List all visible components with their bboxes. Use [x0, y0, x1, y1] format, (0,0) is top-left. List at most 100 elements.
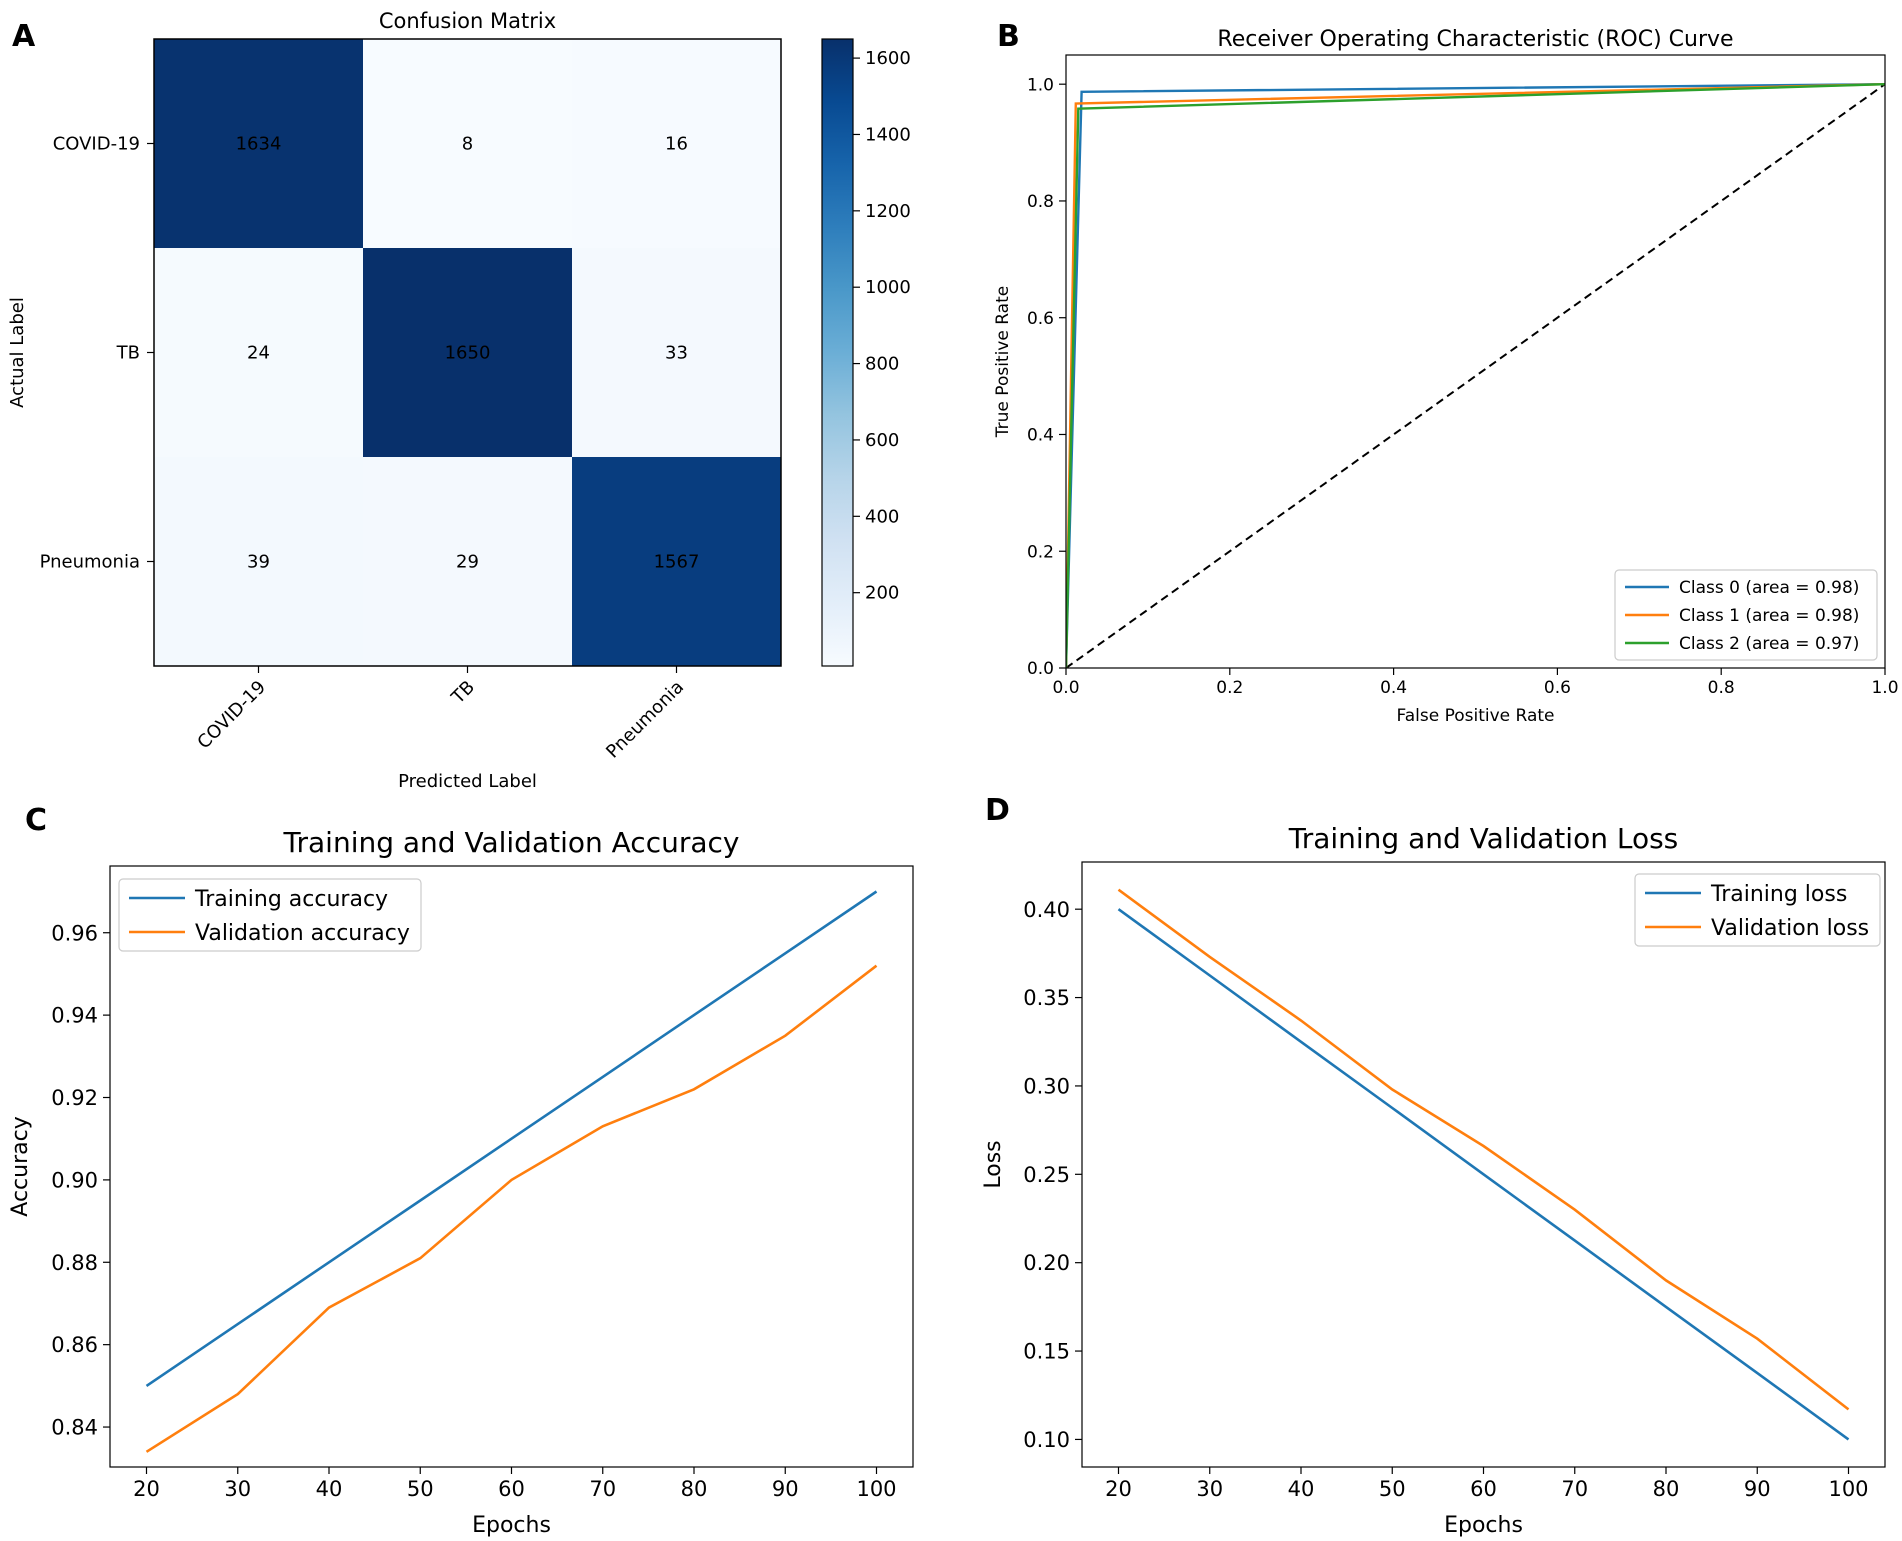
- y-tick-label: 0.84: [51, 1416, 98, 1440]
- x-tick-label: 80: [1653, 1477, 1680, 1501]
- y-tick-label: 0.88: [51, 1251, 98, 1275]
- x-tick-label: 80: [681, 1477, 708, 1501]
- x-tick-label: 40: [1288, 1477, 1315, 1501]
- y-tick-label: TB: [116, 343, 140, 364]
- roc-curve-panel: Receiver Operating Characteristic (ROC) …: [993, 27, 1899, 726]
- x-tick-label: 0.8: [1708, 678, 1735, 698]
- x-tick-label: Pneumonia: [602, 677, 688, 763]
- x-tick-label: 50: [1379, 1477, 1406, 1501]
- x-tick-label: 90: [1744, 1477, 1771, 1501]
- matrix-cell: [154, 457, 364, 667]
- panel-letter-a: A: [12, 19, 36, 54]
- y-tick-label: 0.4: [1027, 426, 1054, 446]
- matrix-cell-value: 33: [665, 343, 688, 364]
- x-tick-label: TB: [447, 677, 479, 709]
- colorbar: [821, 38, 854, 667]
- matrix-cell: [572, 457, 782, 667]
- chart-title: Receiver Operating Characteristic (ROC) …: [1217, 27, 1733, 52]
- colorbar-tick-label: 200: [865, 583, 899, 604]
- y-tick-label: COVID-19: [53, 134, 140, 155]
- x-tick-label: 70: [1561, 1477, 1588, 1501]
- y-tick-label: 0.10: [1023, 1428, 1070, 1452]
- x-tick-label: 50: [407, 1477, 434, 1501]
- colorbar-tick-label: 400: [865, 506, 899, 527]
- panel-letter-c: C: [25, 803, 47, 838]
- x-tick-label: COVID-19: [193, 677, 270, 754]
- y-axis-label: Loss: [981, 1140, 1006, 1188]
- matrix-cell: [363, 248, 573, 458]
- matrix-cell-value: 16: [665, 134, 688, 155]
- y-tick-label: 0.8: [1027, 192, 1054, 212]
- matrix-cell-value: 1567: [654, 552, 700, 573]
- loss-panel: Training and Validation Loss 20 30 40 50 60 70…: [981, 822, 1886, 1538]
- chart-title: Training and Validation Accuracy: [283, 826, 740, 859]
- x-axis-label: Epochs: [472, 1513, 551, 1538]
- y-tick-label: 0.15: [1023, 1340, 1070, 1364]
- x-tick-label: 1.0: [1871, 678, 1898, 698]
- x-tick-label: 30: [224, 1477, 251, 1501]
- x-tick-label: 60: [1470, 1477, 1497, 1501]
- plot-area: [145, 890, 878, 1453]
- y-tick-label: 0.40: [1023, 898, 1070, 922]
- plot-area: [1117, 888, 1850, 1441]
- y-tick-label: 0.20: [1023, 1251, 1070, 1275]
- legend-label: Validation accuracy: [195, 921, 410, 946]
- axes-frame: [109, 865, 914, 1468]
- x-axis-label: Epochs: [1444, 1513, 1523, 1538]
- matrix-cell: [572, 248, 782, 458]
- y-tick-label: 0.96: [51, 921, 98, 945]
- matrix-cell: [363, 39, 573, 249]
- series-line-1: [1117, 908, 1850, 1441]
- legend-label: Class 2 (area = 0.97): [1679, 634, 1859, 654]
- y-axis-label: True Positive Rate: [993, 286, 1013, 438]
- y-tick-label: 0.35: [1023, 986, 1070, 1010]
- x-tick-label: 0.6: [1544, 678, 1571, 698]
- y-tick-label: 0.0: [1027, 659, 1054, 679]
- x-tick-label: 40: [316, 1477, 343, 1501]
- x-tick-label: 30: [1196, 1477, 1223, 1501]
- legend-label: Class 1 (area = 0.98): [1679, 606, 1859, 626]
- y-tick-label: 0.86: [51, 1333, 98, 1357]
- axes-frame: [1065, 54, 1886, 669]
- accuracy-panel: Training and Validation Accuracy 20 30 40 50…: [8, 826, 914, 1538]
- plot-area: [1066, 83, 1885, 668]
- chart-title: Confusion Matrix: [379, 9, 556, 33]
- legend-label: Training accuracy: [194, 887, 388, 912]
- matrix-cell-value: 24: [247, 343, 270, 364]
- legend-label: Training loss: [1710, 882, 1847, 907]
- x-tick-label: 0.4: [1380, 678, 1407, 698]
- x-tick-label: 90: [772, 1477, 799, 1501]
- legend-label: Validation loss: [1711, 916, 1869, 941]
- matrix-cell-value: 1650: [445, 343, 491, 364]
- y-axis-label: Accuracy: [8, 1116, 33, 1216]
- matrix-cell: [363, 457, 573, 667]
- matrix-cell: [154, 248, 364, 458]
- y-tick-label: Pneumonia: [40, 552, 140, 573]
- x-tick-label: 100: [856, 1477, 896, 1501]
- x-axis-label: Predicted Label: [398, 771, 537, 792]
- reference-diagonal-line: [1066, 83, 1885, 668]
- y-tick-label: 0.92: [51, 1086, 98, 1110]
- colorbar-tick-label: 1200: [865, 201, 911, 222]
- series-line-1: [145, 890, 878, 1387]
- x-tick-label: 60: [498, 1477, 525, 1501]
- y-tick-label: 0.6: [1027, 309, 1054, 329]
- x-tick-label: 0.2: [1216, 678, 1243, 698]
- matrix-cell-value: 39: [247, 552, 270, 573]
- colorbar-tick-label: 1000: [865, 277, 911, 298]
- chart-title: Training and Validation Loss: [1288, 822, 1679, 855]
- x-axis-label: False Positive Rate: [1397, 706, 1555, 726]
- x-tick-label: 100: [1828, 1477, 1868, 1501]
- confusion-matrix-panel: 1634 8 16 24 1650 33 39 29 1567 Confusion Matrix C…: [7, 9, 911, 792]
- panel-letter-d: D: [985, 793, 1010, 828]
- matrix-cell: [572, 39, 782, 249]
- x-tick-label: 0.0: [1052, 678, 1079, 698]
- matrix-cell: [154, 39, 364, 249]
- y-tick-label: 0.90: [51, 1168, 98, 1192]
- y-tick-label: 0.25: [1023, 1163, 1070, 1187]
- y-tick-label: 0.2: [1027, 542, 1054, 562]
- colorbar-tick-label: 600: [865, 430, 899, 451]
- legend-label: Class 0 (area = 0.98): [1679, 578, 1859, 598]
- matrix-cell-value: 1634: [236, 134, 282, 155]
